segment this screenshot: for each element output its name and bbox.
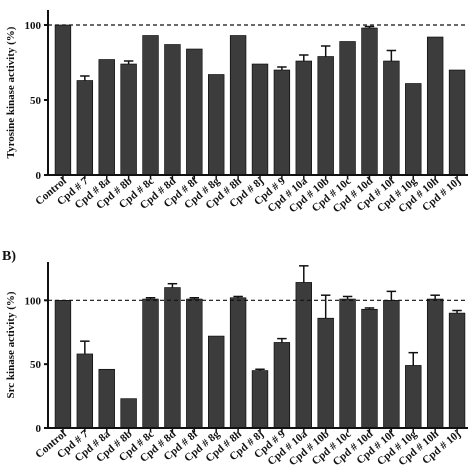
bar	[54, 24, 72, 176]
bar	[186, 298, 203, 429]
bar	[295, 282, 312, 429]
y-tick-label: 100	[25, 20, 42, 32]
bar	[251, 370, 269, 429]
bar	[54, 300, 72, 429]
bar	[208, 335, 225, 429]
bar	[186, 48, 203, 176]
bar	[98, 59, 115, 176]
bar	[98, 368, 115, 429]
bar	[426, 36, 444, 176]
bar	[208, 74, 225, 176]
bar	[383, 300, 400, 429]
y-tick-label: 50	[30, 359, 42, 371]
bar	[120, 63, 137, 176]
y-tick-label: 0	[36, 170, 42, 182]
bar	[361, 308, 378, 429]
bar	[251, 63, 269, 176]
bar	[142, 298, 159, 429]
y-tick-label: 100	[25, 295, 42, 307]
bar	[317, 317, 334, 429]
bar	[383, 60, 400, 176]
bar	[448, 312, 466, 429]
bar	[142, 35, 159, 176]
bar	[273, 342, 291, 429]
bar	[273, 69, 291, 176]
bar	[405, 83, 422, 176]
bar	[295, 60, 312, 176]
bar	[448, 69, 466, 176]
bar	[164, 44, 181, 176]
bar	[76, 80, 94, 176]
y-tick-label: 50	[30, 95, 42, 107]
panel-label: B)	[2, 249, 16, 264]
bar	[405, 365, 422, 429]
bar	[229, 35, 247, 176]
bar	[339, 41, 356, 176]
y-tick-label: 0	[36, 423, 42, 435]
bar	[317, 56, 334, 176]
bar	[229, 297, 247, 429]
bar	[426, 298, 444, 429]
y-axis-title: Src kinase activity (%)	[5, 291, 17, 398]
bar	[339, 298, 356, 429]
bar	[76, 353, 94, 429]
bar	[361, 27, 378, 176]
bar	[120, 398, 137, 429]
bar	[164, 287, 181, 429]
y-axis-title: Tyrosine kinase activity (%)	[5, 26, 17, 158]
